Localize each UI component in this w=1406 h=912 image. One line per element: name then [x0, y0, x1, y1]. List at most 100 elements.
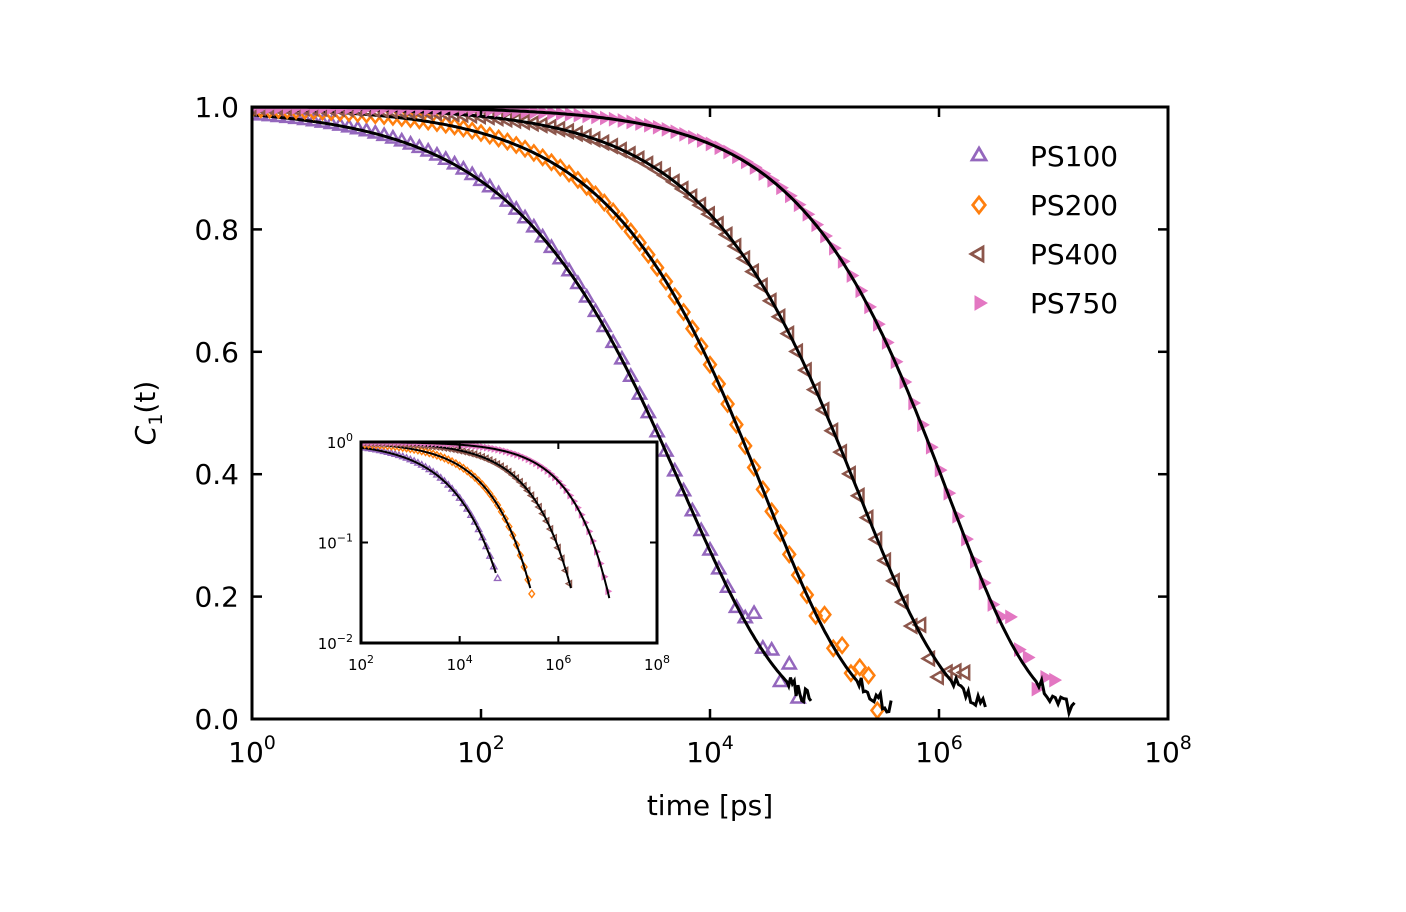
data-point-ps100 [674, 481, 693, 497]
data-point-ps400 [929, 668, 944, 686]
data-point-ps100 [560, 261, 578, 277]
data-point-ps200 [649, 258, 665, 278]
data-point-ps200 [702, 355, 718, 375]
data-point-ps100 [718, 577, 737, 593]
data-point-ps400 [629, 150, 645, 168]
data-point-ps200 [790, 565, 806, 585]
data-point-ps200 [834, 635, 850, 655]
data-point-ps100 [639, 403, 658, 419]
data-point-ps100 [613, 349, 631, 365]
data-point-ps100 [595, 317, 614, 333]
data-point-ps100 [278, 108, 296, 124]
fit-line-ps100 [252, 113, 813, 705]
data-point-ps200 [728, 415, 744, 435]
inset-x-tick-label: 102 [348, 653, 374, 674]
legend-entry-ps750: PS750 [974, 287, 1118, 320]
data-point-ps100 [586, 302, 605, 318]
data-point-ps200 [755, 479, 771, 499]
data-point-ps100 [666, 461, 684, 477]
data-point-ps200 [843, 663, 859, 683]
data-point-ps200 [455, 118, 471, 139]
y-tick-label: 1.0 [194, 91, 239, 124]
data-point-ps400 [655, 166, 671, 184]
legend-label-ps750: PS750 [1030, 287, 1118, 320]
inset-series-ps100 [361, 442, 502, 582]
data-point-ps100 [657, 441, 675, 457]
inset-data-point-ps200 [520, 562, 528, 572]
data-point-ps400 [611, 141, 627, 159]
legend-marker-ps400 [968, 244, 985, 264]
inset-ticks: 102 104 106 108 100 10−1 10−2 [318, 431, 670, 674]
data-point-ps750 [1040, 669, 1054, 685]
y-tick-label: 0.0 [194, 703, 239, 736]
inset-x-tick-label: 104 [447, 653, 473, 674]
y-tick-label: 0.6 [194, 336, 239, 369]
x-tick-label: 108 [1144, 732, 1192, 769]
data-point-ps750 [1022, 650, 1036, 665]
inset-data-point-ps200 [509, 530, 517, 541]
data-point-ps400 [955, 663, 971, 682]
legend: PS100 PS200 PS400 PS750 [968, 140, 1118, 320]
y-axis-label-subscript: 1 [145, 414, 167, 426]
data-point-ps750 [1005, 609, 1018, 625]
data-point-ps100 [710, 559, 728, 575]
main-ticks: 100 102 104 106 108 0.0 0.2 0.4 0.6 0.8 1.0 [194, 91, 1191, 769]
legend-label-ps100: PS100 [1030, 140, 1118, 173]
inset-x-tick-label: 106 [545, 653, 571, 674]
data-point-ps100 [780, 654, 798, 670]
legend-marker-ps100 [969, 145, 989, 162]
x-tick-label: 106 [915, 732, 963, 769]
inset-data-point-ps200 [501, 514, 509, 524]
data-point-ps200 [764, 501, 780, 521]
data-point-ps200 [684, 319, 700, 339]
legend-label-ps200: PS200 [1030, 189, 1118, 222]
data-point-ps200 [737, 436, 753, 456]
data-point-ps200 [676, 302, 692, 322]
data-point-ps750 [1049, 672, 1062, 688]
inset-data-point-ps200 [497, 506, 506, 517]
data-point-ps200 [640, 245, 656, 265]
inset-data-point-ps200 [528, 589, 536, 599]
x-tick-label: 102 [457, 732, 505, 769]
data-point-ps100 [701, 540, 719, 556]
legend-entry-ps100: PS100 [969, 140, 1118, 173]
legend-entry-ps400: PS400 [968, 238, 1118, 271]
data-point-ps200 [773, 523, 788, 543]
data-point-ps200 [746, 458, 762, 478]
data-point-ps200 [438, 115, 454, 135]
legend-label-ps400: PS400 [1030, 238, 1118, 271]
data-point-ps200 [861, 665, 876, 685]
inset-data-point-ps200 [512, 540, 521, 550]
x-tick-label: 104 [686, 732, 734, 769]
inset-y-tick-label: 100 [327, 431, 353, 452]
data-point-ps200 [632, 233, 647, 253]
data-point-ps200 [817, 605, 832, 625]
data-point-ps200 [693, 336, 709, 356]
inset-data-point-ps100 [493, 573, 502, 582]
x-tick-label: 100 [228, 732, 276, 769]
data-point-ps100 [604, 333, 622, 349]
x-axis-label: time [ps] [647, 789, 773, 822]
legend-entry-ps200: PS200 [970, 189, 1118, 222]
inset-y-tick-label: 10−1 [318, 532, 353, 553]
inset-series-ps750 [361, 442, 613, 599]
y-axis-label-argument: (t) [129, 381, 162, 414]
data-point-ps100 [630, 384, 649, 400]
y-axis-label: C1(t) [129, 381, 167, 445]
data-point-ps400 [620, 145, 636, 163]
data-point-ps200 [781, 544, 797, 564]
series-ps100 [252, 107, 813, 705]
legend-marker-ps750 [974, 295, 988, 311]
data-point-ps100 [622, 366, 640, 382]
data-point-ps100 [569, 274, 587, 290]
data-point-ps200 [658, 272, 674, 292]
data-point-ps200 [852, 657, 868, 677]
inset-data-point-ps100 [361, 442, 366, 451]
inset-fit-line-ps100 [361, 446, 497, 574]
inset-series-layer [361, 442, 613, 599]
data-point-ps100 [577, 287, 596, 303]
main-plot: 100 102 104 106 108 0.0 0.2 0.4 0.6 0.8 1.0 time [… [129, 91, 1192, 822]
data-point-ps200 [720, 394, 736, 414]
y-tick-label: 0.8 [194, 213, 239, 246]
